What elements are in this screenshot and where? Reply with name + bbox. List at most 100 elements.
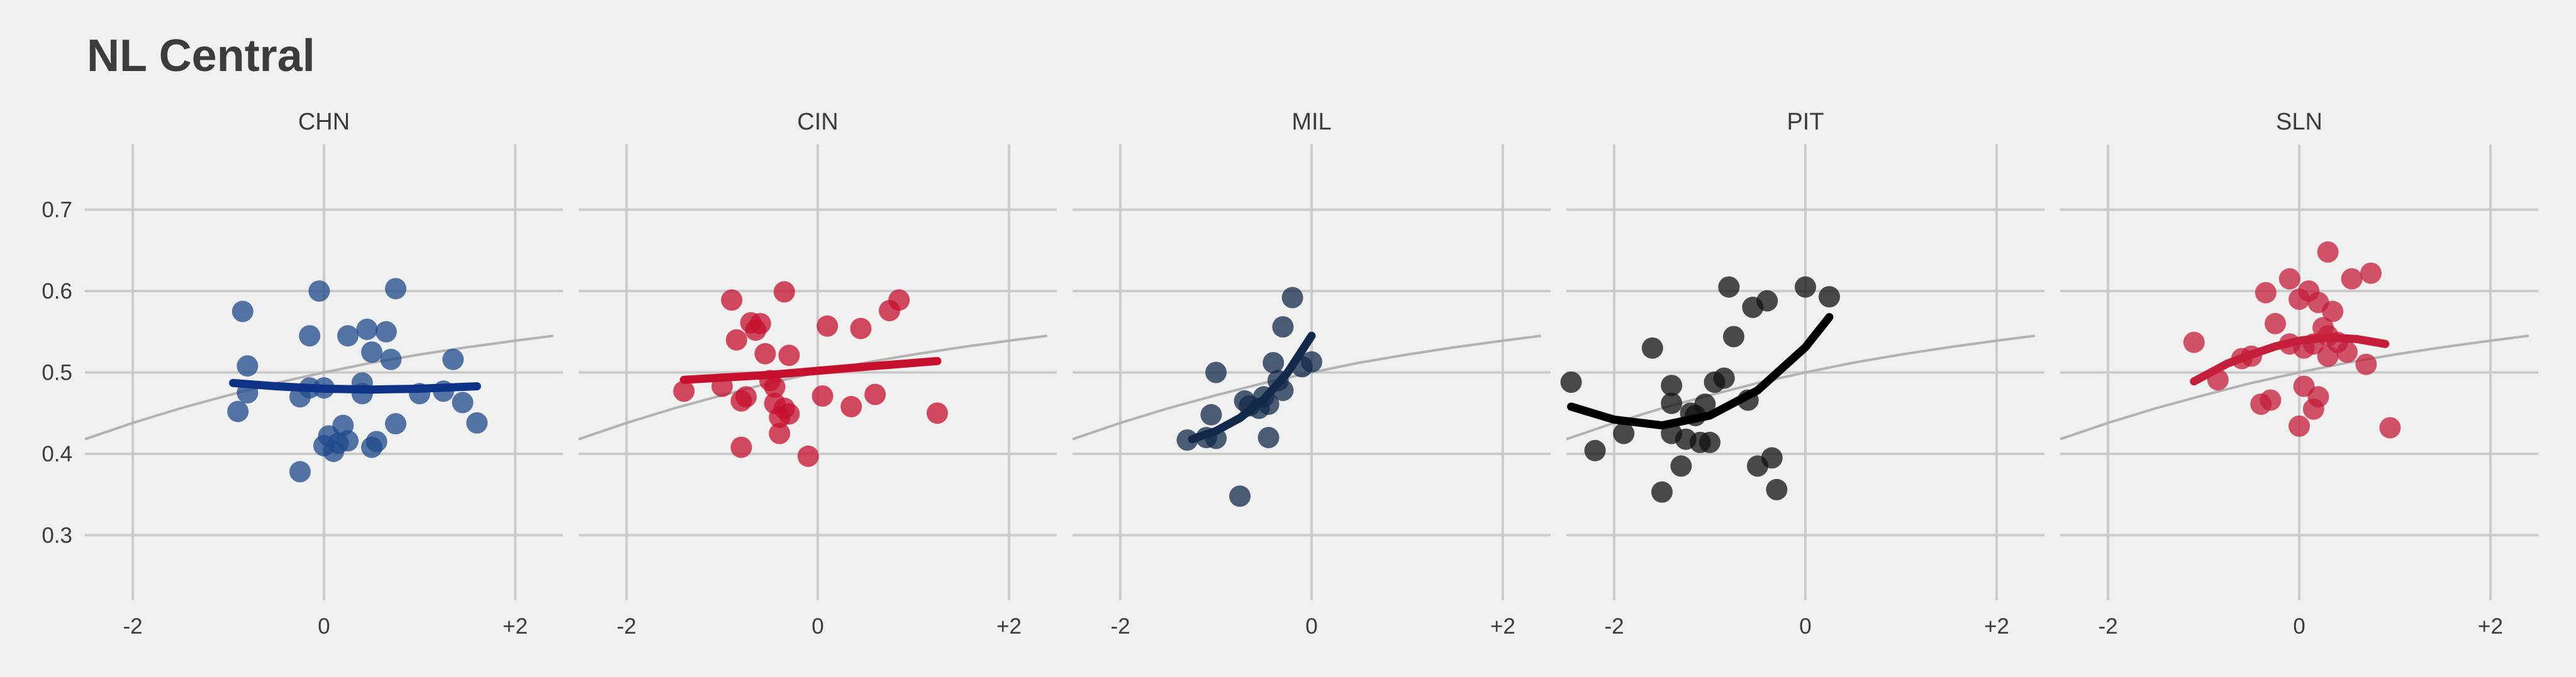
trend-line — [1188, 331, 1316, 444]
panel-label: MIL — [1291, 109, 1331, 135]
data-point — [237, 355, 259, 377]
data-point — [797, 445, 819, 467]
data-point — [1761, 447, 1783, 469]
y-tick-label: 0.5 — [42, 361, 72, 385]
data-point — [840, 395, 862, 417]
data-point — [1560, 372, 1582, 393]
data-point — [1661, 375, 1683, 397]
data-point — [1694, 394, 1716, 415]
data-point — [1661, 392, 1683, 414]
data-point — [337, 430, 359, 452]
data-point — [442, 348, 464, 370]
x-tick-label: +2 — [1984, 614, 2009, 639]
x-tick-label: +2 — [996, 614, 1022, 639]
x-tick-label: -2 — [1604, 614, 1624, 639]
data-point — [299, 325, 321, 347]
panel-label: CHN — [298, 109, 350, 135]
x-tick-label: +2 — [2478, 614, 2503, 639]
data-point — [778, 403, 800, 425]
data-point — [1200, 404, 1222, 426]
data-point — [754, 343, 776, 365]
data-point — [337, 325, 359, 347]
reference-curve — [1072, 334, 1542, 441]
data-point — [1651, 481, 1673, 503]
data-point — [2289, 415, 2310, 437]
data-point — [1281, 287, 1303, 309]
data-point — [1641, 337, 1663, 359]
data-point — [466, 412, 488, 434]
data-point — [231, 300, 254, 322]
data-point — [365, 431, 388, 453]
data-point — [2336, 341, 2358, 363]
data-point — [1756, 290, 1778, 312]
data-point — [356, 318, 378, 340]
x-tick-label: 0 — [811, 614, 823, 639]
panel-label: CIN — [797, 109, 838, 135]
data-point — [1584, 439, 1606, 461]
data-point — [1699, 431, 1720, 453]
data-point — [2278, 268, 2300, 290]
data-point — [764, 376, 786, 398]
data-point — [673, 380, 695, 402]
data-point — [2255, 282, 2277, 304]
x-tick-label: +2 — [1490, 614, 1515, 639]
x-tick-label: -2 — [2098, 614, 2117, 639]
trend-line — [2190, 333, 2390, 386]
data-point — [2260, 389, 2282, 411]
reference-curve — [84, 334, 554, 441]
data-point — [1795, 276, 1816, 298]
data-point — [1723, 326, 1744, 348]
y-tick-label: 0.3 — [42, 523, 72, 548]
data-point — [308, 280, 330, 302]
data-point — [2341, 268, 2363, 290]
data-point — [1670, 455, 1692, 477]
data-point — [2317, 241, 2339, 263]
data-point — [1205, 361, 1227, 383]
data-point — [2265, 312, 2286, 334]
data-point — [289, 461, 311, 483]
plot-area: 0.3 0.4 0.5 0.6 0.7 CHN -2 0 +2 CIN -2 0 +2 MIL -2 0 +2 P… — [42, 109, 2538, 639]
data-point — [1713, 367, 1735, 389]
reference-curve — [578, 334, 1048, 441]
data-point — [2355, 353, 2377, 375]
data-point — [773, 281, 795, 303]
data-point — [227, 400, 249, 422]
data-point — [927, 402, 948, 424]
x-tick-label: 0 — [318, 614, 330, 639]
data-point — [2379, 417, 2401, 439]
data-point — [380, 348, 402, 370]
data-point — [2322, 300, 2344, 322]
data-point — [1176, 429, 1198, 451]
data-point — [1819, 286, 1840, 308]
data-point — [375, 321, 397, 343]
reference-curve — [2060, 334, 2529, 441]
data-point — [769, 422, 791, 444]
data-point — [888, 289, 910, 311]
y-tick-label: 0.4 — [42, 442, 72, 466]
data-point — [721, 289, 743, 311]
data-point — [361, 341, 382, 363]
data-point — [725, 329, 747, 351]
data-point — [2183, 331, 2205, 353]
x-tick-label: 0 — [1305, 614, 1317, 639]
data-point — [730, 436, 752, 458]
data-point — [864, 383, 886, 405]
x-tick-label: -2 — [123, 614, 142, 639]
data-point — [749, 312, 771, 334]
data-point — [2307, 386, 2329, 408]
data-point — [1301, 351, 1322, 373]
x-tick-label: +2 — [503, 614, 528, 639]
data-point — [1263, 352, 1285, 373]
data-point — [778, 344, 800, 366]
data-point — [1257, 427, 1280, 449]
data-point — [850, 317, 872, 339]
data-point — [452, 392, 474, 414]
data-point — [1766, 478, 1788, 500]
data-point — [1229, 485, 1251, 507]
panel-label: PIT — [1787, 109, 1824, 135]
data-point — [811, 385, 834, 407]
y-tick-label: 0.7 — [42, 198, 72, 223]
x-tick-label: -2 — [1110, 614, 1130, 639]
reference-curve — [1566, 334, 2036, 441]
data-point — [385, 413, 406, 435]
